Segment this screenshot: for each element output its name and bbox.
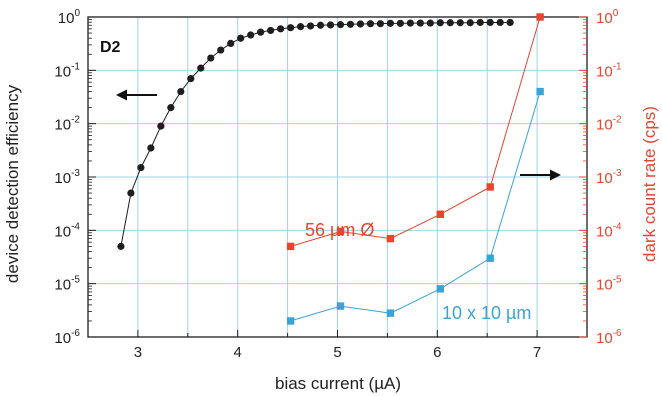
- x-axis-title: bias current (µA): [275, 374, 401, 393]
- data-point: [386, 309, 395, 317]
- data-point: [466, 19, 474, 27]
- data-point: [207, 54, 215, 62]
- data-point: [127, 189, 135, 197]
- data-point: [316, 21, 325, 29]
- data-point: [267, 26, 275, 35]
- x-tick-label: 5: [333, 344, 341, 361]
- tick-labels: 3 4 5 6 7 100 100 10-1 10-1 10-2 10-2 10-3 10-3 10-4 1…: [54, 8, 622, 361]
- y-tick-label-right: 10-1: [596, 61, 622, 80]
- series-line-1: [290, 16, 541, 247]
- data-point: [147, 144, 155, 152]
- data-point: [536, 13, 544, 21]
- panel-label: D2: [100, 39, 121, 56]
- data-point: [346, 20, 355, 28]
- data-point: [257, 28, 265, 36]
- y-tick-label-left: 10-1: [54, 61, 80, 80]
- series-line-2: [290, 91, 541, 322]
- data-point: [336, 21, 345, 29]
- data-point: [177, 87, 185, 96]
- data-point: [376, 20, 385, 28]
- left-axis-arrow: [116, 89, 157, 101]
- data-point: [237, 34, 245, 42]
- series-layer: [117, 13, 544, 325]
- y-tick-label-left: 10-6: [54, 328, 80, 347]
- data-point: [117, 242, 125, 250]
- data-point: [227, 39, 235, 47]
- grid: [88, 17, 587, 337]
- data-point: [436, 19, 444, 27]
- data-point: [536, 87, 544, 96]
- data-point: [247, 31, 255, 39]
- y-axis-title-right: dark count rate (cps): [640, 106, 659, 262]
- data-point: [386, 19, 394, 27]
- data-point: [277, 25, 285, 33]
- data-point: [157, 122, 165, 130]
- data-point: [506, 18, 514, 27]
- ticks: [88, 16, 587, 338]
- y-tick-label-left: 100: [58, 8, 81, 27]
- data-point: [406, 19, 414, 27]
- y-tick-label-right: 10-6: [596, 328, 622, 347]
- data-point: [496, 18, 504, 27]
- data-point: [197, 64, 205, 72]
- x-tick-label: 6: [433, 344, 441, 361]
- data-point: [396, 19, 404, 27]
- data-point: [486, 254, 494, 262]
- data-point: [187, 74, 195, 83]
- data-point: [286, 317, 295, 325]
- y-tick-label-left: 10-4: [54, 221, 80, 240]
- series-label-56um: 56 µm Ø: [305, 220, 374, 240]
- data-point: [356, 20, 365, 28]
- data-point: [446, 19, 454, 27]
- data-point: [286, 242, 295, 251]
- data-point: [486, 18, 494, 27]
- data-point: [286, 24, 295, 32]
- data-point: [436, 285, 444, 293]
- y-tick-label-right: 100: [596, 8, 619, 27]
- data-point: [336, 227, 345, 236]
- y-axis-title-left: device detection efficiency: [3, 84, 22, 283]
- x-tick-label: 7: [533, 344, 541, 361]
- right-axis-arrow: [520, 169, 561, 181]
- y-tick-label-left: 10-3: [54, 168, 80, 187]
- series-line-0: [120, 22, 511, 247]
- x-tick-label: 3: [134, 344, 142, 361]
- data-point: [167, 104, 175, 112]
- data-point: [476, 18, 484, 27]
- data-point: [336, 302, 345, 310]
- data-point: [306, 22, 315, 30]
- data-point: [366, 20, 375, 28]
- data-point: [217, 46, 225, 54]
- data-point: [416, 19, 424, 27]
- y-tick-label-left: 10-2: [54, 115, 80, 134]
- x-tick-label: 4: [234, 344, 242, 361]
- data-point: [386, 234, 395, 243]
- y-tick-label-left: 10-5: [54, 275, 80, 294]
- series-label-10x10um: 10 x 10 µm: [442, 303, 531, 323]
- data-point: [137, 164, 145, 172]
- data-point: [456, 19, 464, 27]
- y-tick-label-right: 10-5: [596, 275, 622, 294]
- data-point: [326, 21, 335, 29]
- y-tick-label-right: 10-2: [596, 115, 622, 134]
- data-point: [486, 183, 494, 191]
- data-point: [426, 19, 434, 27]
- data-point: [436, 210, 444, 218]
- data-point: [296, 23, 305, 31]
- y-tick-label-right: 10-4: [596, 221, 622, 240]
- y-tick-label-right: 10-3: [596, 168, 622, 187]
